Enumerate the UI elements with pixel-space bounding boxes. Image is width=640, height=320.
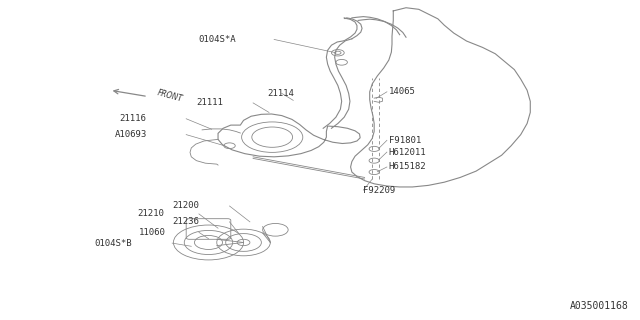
Text: F92209: F92209 bbox=[364, 186, 396, 195]
Text: A035001168: A035001168 bbox=[570, 301, 629, 311]
Text: 14065: 14065 bbox=[389, 87, 416, 96]
Text: FRONT: FRONT bbox=[156, 88, 184, 104]
Text: 21111: 21111 bbox=[196, 99, 223, 108]
Text: 21114: 21114 bbox=[268, 89, 294, 98]
Text: 0104S*A: 0104S*A bbox=[198, 35, 236, 44]
Text: 21200: 21200 bbox=[172, 202, 199, 211]
Text: A10693: A10693 bbox=[115, 130, 147, 139]
Text: H612011: H612011 bbox=[389, 148, 426, 156]
Text: 21116: 21116 bbox=[120, 114, 147, 123]
Text: 21236: 21236 bbox=[172, 217, 199, 226]
Text: 0104S*B: 0104S*B bbox=[94, 239, 132, 248]
Text: F91801: F91801 bbox=[389, 136, 421, 145]
Text: 11060: 11060 bbox=[139, 228, 166, 237]
Text: 21210: 21210 bbox=[137, 209, 164, 219]
Text: H615182: H615182 bbox=[389, 163, 426, 172]
